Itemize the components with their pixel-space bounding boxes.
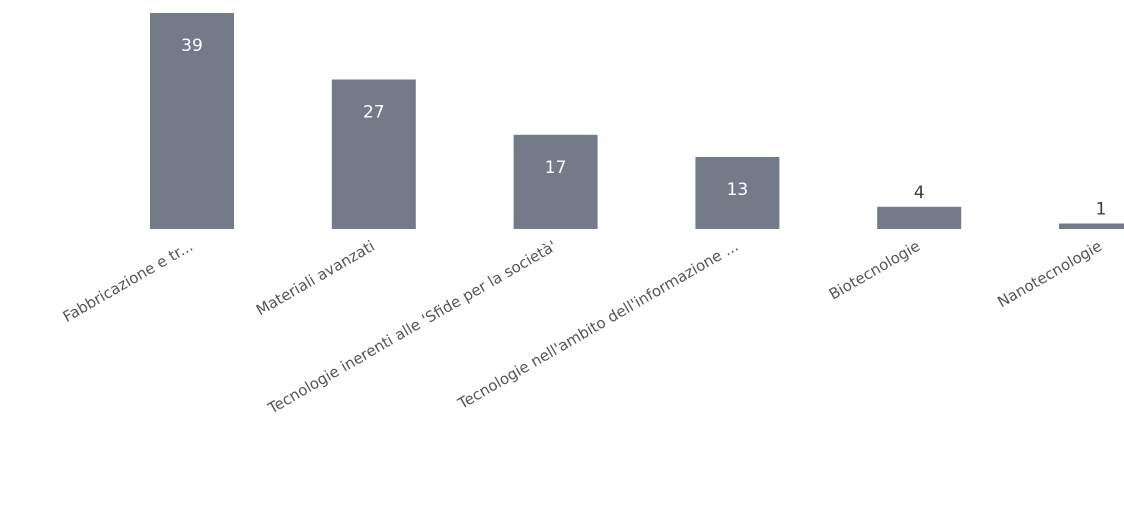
bar-4	[877, 206, 962, 229]
bar-0	[150, 13, 234, 229]
data-label-4: 4	[914, 183, 925, 203]
data-labels-group: 39 27 17 13 4 1	[181, 36, 1106, 220]
x-tick-label-5: Nanotecnologie	[994, 237, 1105, 311]
bar-5	[1059, 223, 1124, 229]
bar-1	[331, 79, 416, 229]
bar-3	[695, 157, 780, 229]
data-label-1: 27	[363, 103, 385, 123]
data-label-2: 17	[545, 158, 567, 178]
x-tick-label-4: Biotecnologie	[826, 237, 923, 304]
x-tick-label-2: Tecnologie inerenti alle 'Sfide per la s…	[264, 237, 560, 418]
x-tick-label-0: Fabbricazione e tr...	[60, 237, 196, 326]
data-label-0: 39	[181, 36, 203, 56]
bar-2	[513, 134, 598, 229]
bars-group	[150, 13, 1124, 229]
data-label-5: 1	[1096, 200, 1107, 220]
x-tick-labels-group: Fabbricazione e tr... Materiali avanzatiT…	[60, 237, 1105, 418]
x-tick-label-3: Tecnologie nell'ambito dell'informazione…	[454, 237, 741, 413]
x-tick-label-1: Materiali avanzati	[253, 237, 378, 319]
data-label-3: 13	[727, 180, 749, 200]
